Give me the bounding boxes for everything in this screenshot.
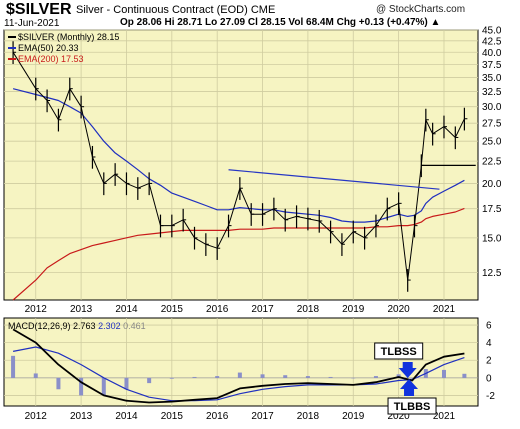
copyright-text[interactable]: @ StockCharts.com [376,4,466,15]
price-x-tick-label: 2018 [297,304,320,315]
macd-legend-value: 2.763 [73,321,98,331]
chart-date: 11-Jun-2021 [4,18,60,29]
macd-histogram-bar [79,377,84,396]
price-legend-label: EMA(50) 20.33 [18,43,79,53]
macd-y-tick-label: -2 [486,391,495,402]
macd-histogram-bar [260,374,265,378]
macd-histogram-bar [11,355,16,378]
price-x-tick-label: 2012 [25,304,48,315]
macd-histogram-bar [351,377,356,379]
macd-histogram-bar [283,375,288,378]
price-x-tick-label: 2013 [70,304,93,315]
annotation-label: TLBBS [394,401,431,413]
price-y-tick-label: 42.5 [482,36,502,47]
macd-histogram-bar [124,377,129,390]
macd-histogram-bar [305,376,310,378]
ema50-line [12,88,465,223]
macd-histogram-bar [373,376,378,378]
chart-description: Silver - Continuous Contract (EOD) CME [76,4,276,16]
macd-x-tick-label: 2016 [206,411,229,422]
macd-x-tick-label: 2021 [433,411,456,422]
price-x-tick-label: 2014 [115,304,138,315]
annotation-box [374,342,424,360]
down-arrow-icon [398,362,417,378]
macd-x-tick-label: 2013 [70,411,93,422]
price-y-tick-label: 22.5 [482,157,502,168]
price-y-tick-label: 45.0 [482,26,502,37]
macd-histogram-bar [410,377,415,379]
macd-legend-value: 0.461 [123,321,146,331]
macd-histogram-bar [101,377,106,396]
price-legend-label: $SILVER (Monthly) 28.15 [18,32,119,42]
macd-legend-label: MACD(12,26,9) 2.763 2.302 0.461 [8,321,146,331]
price-x-tick-label: 2017 [251,304,274,315]
price-y-tick-label: 20.0 [482,179,502,190]
macd-y-tick-label: 0 [486,373,492,384]
macd-x-tick-label: 2019 [342,411,365,422]
up-arrow-icon [400,379,419,396]
macd-histogram-bar [215,376,220,378]
macd-x-tick-label: 2017 [251,411,274,422]
price-x-tick-label: 2016 [206,304,229,315]
price-x-tick-label: 2015 [161,304,184,315]
macd-histogram-bar [237,372,242,378]
chart-symbol: $SILVER [6,1,72,18]
annotation-box [387,397,437,415]
annotation-label: TLBSS [381,346,417,358]
macd-histogram-bar [462,373,467,378]
price-y-tick-label: 17.5 [482,204,502,215]
price-y-tick-label: 30.0 [482,102,502,113]
price-y-tick-label: 27.5 [482,119,502,130]
macd-histogram-bar [441,369,446,378]
ohlc-summary: Op 28.06 Hi 28.71 Lo 27.09 Cl 28.15 Vol … [120,17,441,28]
macd-x-tick-label: 2012 [25,411,48,422]
resistance-trendline [228,169,440,190]
price-legend-label: EMA(200) 17.53 [18,54,84,64]
macd-histogram-bar [396,374,401,378]
macd-y-tick-label: 2 [486,356,492,367]
price-x-tick-label: 2021 [433,304,456,315]
macd-x-tick-label: 2018 [297,411,320,422]
macd-x-tick-label: 2015 [161,411,184,422]
ema200-line [12,207,465,301]
price-y-tick-label: 40.0 [482,48,502,59]
macd-signal-line [12,346,465,402]
price-line [12,52,465,281]
macd-histogram-bar [328,376,333,378]
price-panel [3,29,479,301]
macd-histogram-bar [33,373,38,378]
price-y-tick-label: 12.5 [482,268,502,279]
price-y-tick-label: 35.0 [482,73,502,84]
price-x-tick-label: 2020 [387,304,410,315]
macd-histogram-bar [192,376,197,378]
price-y-tick-label: 37.5 [482,60,502,71]
price-y-tick-label: 25.0 [482,137,502,148]
macd-histogram-bar [147,377,152,384]
price-x-tick-label: 2019 [342,304,365,315]
macd-legend-value: 2.302 [98,321,123,331]
macd-y-tick-label: 6 [486,321,492,332]
macd-y-tick-label: 4 [486,338,492,349]
macd-histogram-bar [169,377,174,379]
macd-histogram-bar [56,377,61,390]
price-y-tick-label: 15.0 [482,233,502,244]
macd-x-tick-label: 2020 [387,411,410,422]
macd-line [12,328,465,404]
price-y-tick-label: 32.5 [482,87,502,98]
macd-x-tick-label: 2014 [115,411,138,422]
